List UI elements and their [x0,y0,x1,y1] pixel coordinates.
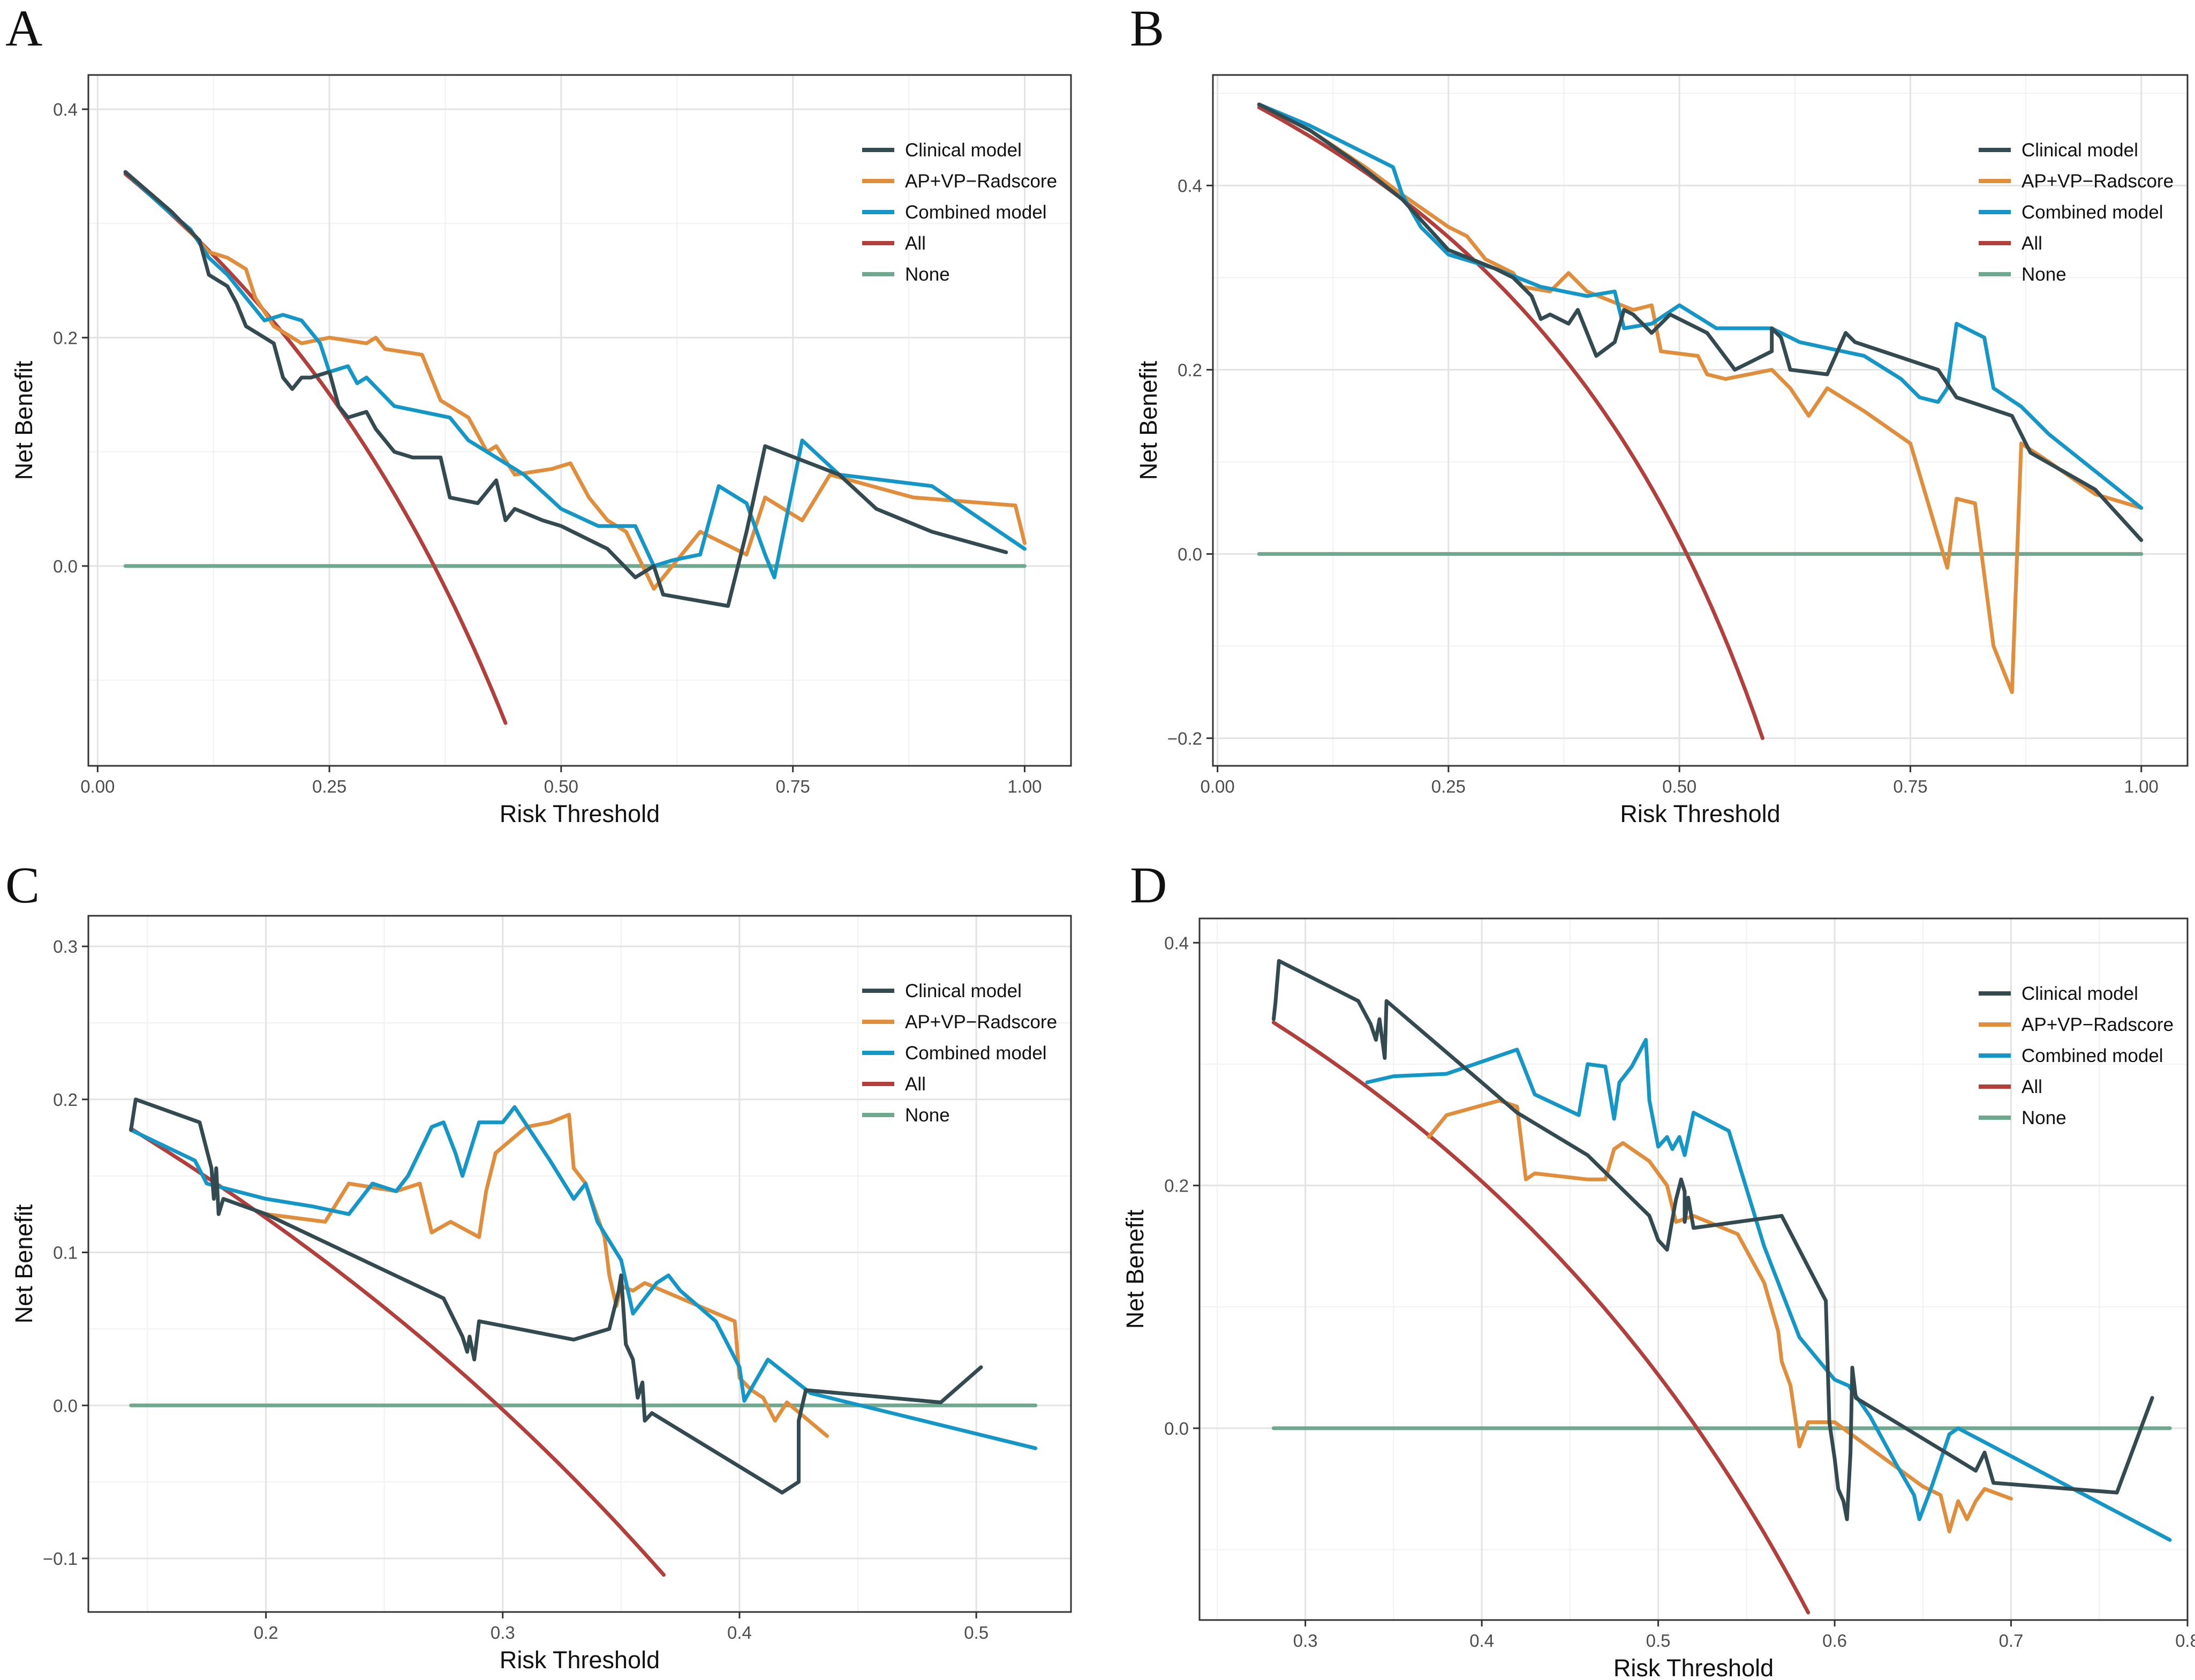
series-line-combined-model [1257,102,2144,510]
x-tick-label: 0.6 [1822,1631,1847,1651]
x-tick-label: 0.5 [964,1623,989,1643]
legend-label: None [905,1105,950,1126]
panel-d: D 0.3 0.4 0.5 0.6 0.7 0.8 0.0 0.2 0.4 Risk Thresho… [1121,856,2195,1680]
x-tick-label: 0.75 [1893,777,1927,796]
legend-label: All [2021,233,2042,254]
panel-c: C 0.2 0.3 0.4 0.5 −0.1 0.0 0.1 0.2 0.3 Risk Thresh… [5,856,1072,1674]
y-tick-label: −0.2 [1167,728,1202,748]
series-line-all [129,1127,666,1577]
series-line-clinical-model [129,1097,983,1495]
legend-label: None [2021,264,2066,285]
y-tick-label: 0.0 [53,556,78,576]
y-tick-label: 0.1 [53,1243,78,1263]
legend-label: AP+VP−Radscore [2021,171,2174,192]
legend-label: Clinical model [905,981,1022,1001]
y-tick-label: 0.2 [53,1090,78,1110]
series-line-ap-vp-radscore [264,1112,829,1438]
plot-frame [1212,74,2189,767]
panel-letter: C [5,856,40,914]
series-line-clinical-model [1257,102,2144,543]
series-line-all [1271,1020,1811,1615]
legend-label: All [2021,1076,2042,1097]
y-axis-title: Net Benefit [10,1204,37,1323]
x-tick-label: 0.4 [1469,1631,1494,1651]
series-line-combined-model [129,1105,1038,1450]
x-axis-title: Risk Threshold [500,800,660,827]
legend-label: None [905,264,950,285]
plot-frame [87,915,1072,1613]
legend-label: AP+VP−Radscore [905,171,1057,192]
legend-label: Combined model [905,1043,1047,1064]
series-line-all [123,172,508,725]
panel-letter: A [5,0,42,57]
legend-label: Clinical model [2021,983,2138,1004]
y-tick-label: 0.4 [1178,176,1202,195]
series-line-clinical-model [123,170,1008,608]
x-tick-label: 0.00 [80,777,115,796]
legend: Clinical model AP+VP−Radscore Combined mod… [1979,140,2174,285]
x-axis-title: Risk Threshold [1613,1654,1774,1680]
series-line-ap-vp-radscore [123,170,1027,591]
x-tick-label: 0.75 [776,777,810,796]
x-tick-label: 0.8 [2175,1631,2195,1651]
y-tick-label: 0.4 [1164,933,1189,953]
y-tick-label: −0.1 [43,1549,78,1569]
y-tick-label: 0.2 [53,328,78,348]
x-tick-label: 1.00 [2124,777,2159,796]
series-line-clinical-model [1271,959,2154,1521]
legend-label: Clinical model [2021,140,2138,161]
legend-label: All [905,233,926,254]
x-tick-label: 0.7 [1999,1631,2024,1651]
y-axis-title: Net Benefit [10,360,37,480]
x-tick-label: 0.50 [1662,777,1696,796]
x-tick-label: 0.5 [1646,1631,1671,1651]
x-tick-label: 0.2 [254,1623,278,1643]
legend-label: AP+VP−Radscore [2021,1014,2174,1035]
x-axis-title: Risk Threshold [500,1646,660,1674]
x-tick-label: 0.00 [1201,777,1235,796]
legend-label: AP+VP−Radscore [905,1012,1057,1033]
legend-label: Combined model [2021,1045,2163,1066]
series-line-combined-model [1365,1038,2172,1542]
x-tick-label: 0.3 [1293,1631,1318,1651]
legend-label: Clinical model [905,140,1022,161]
legend: Clinical model AP+VP−Radscore Combined mod… [862,140,1057,285]
y-axis-title: Net Benefit [1121,1209,1149,1329]
series-line-all [1257,106,1764,740]
legend: Clinical model AP+VP−Radscore Combined mod… [862,981,1057,1126]
y-axis-title: Net Benefit [1135,360,1162,480]
y-tick-label: 0.3 [53,937,78,956]
legend: Clinical model AP+VP−Radscore Combined mod… [1979,983,2174,1128]
x-tick-label: 0.25 [1431,777,1466,796]
series-line-ap-vp-radscore [1427,1098,2013,1534]
y-tick-label: 0.4 [53,100,78,119]
panel-letter: B [1130,0,1164,57]
series-line-ap-vp-radscore [1257,102,2144,694]
legend-label: Combined model [905,202,1047,223]
x-tick-label: 0.4 [727,1623,752,1643]
plot-frame [1198,917,2189,1621]
x-tick-label: 0.50 [544,777,578,796]
panel-a: A 0.00 0.25 0.50 0.75 1.00 0.0 0.2 0.4 Risk Thres… [5,0,1072,827]
series-line-combined-model [123,170,1027,579]
panel-b: B 0.00 0.25 0.50 0.75 1.00 −0.2 0.0 0.2 0.4 Risk T… [1130,0,2189,827]
y-tick-label: 0.0 [1164,1419,1189,1438]
x-tick-label: 0.25 [312,777,346,796]
plot-frame [87,74,1072,767]
y-tick-label: 0.0 [53,1396,78,1415]
y-tick-label: 0.2 [1164,1176,1189,1196]
x-tick-label: 0.3 [491,1623,515,1643]
legend-label: None [2021,1108,2066,1128]
y-tick-label: 0.0 [1178,544,1202,564]
legend-label: All [905,1074,926,1095]
legend-label: Combined model [2021,202,2163,223]
x-axis-title: Risk Threshold [1620,800,1780,827]
panel-letter: D [1130,856,1167,914]
y-tick-label: 0.2 [1178,360,1202,380]
x-tick-label: 1.00 [1007,777,1042,796]
